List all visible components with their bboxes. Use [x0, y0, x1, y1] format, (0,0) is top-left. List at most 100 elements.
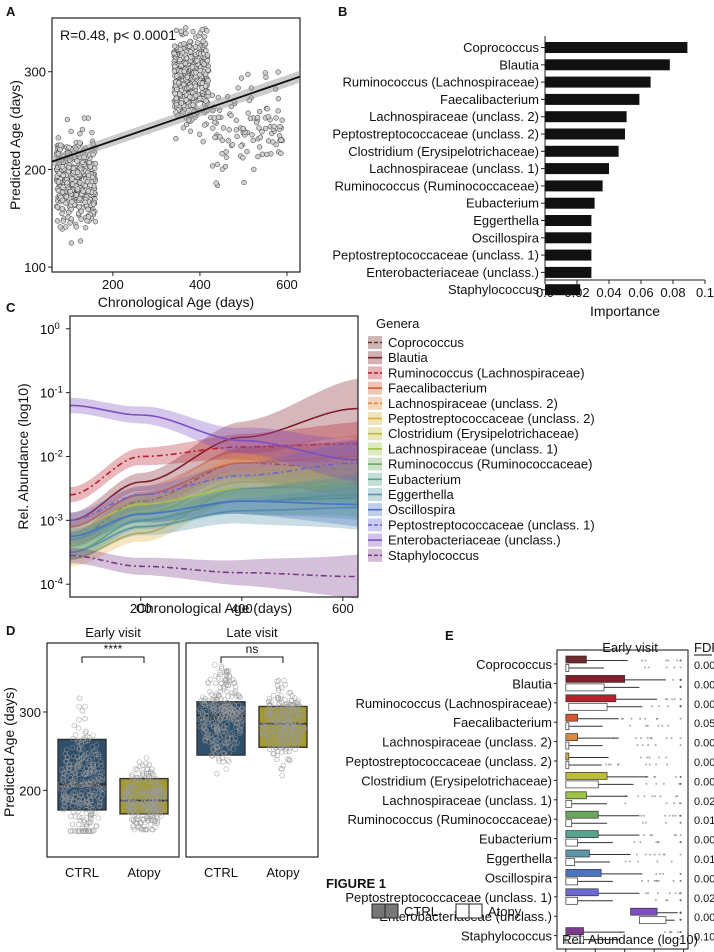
beeswarm-point [62, 765, 69, 771]
scatter-point [223, 154, 230, 160]
outlier-point [679, 911, 682, 914]
importance-bar [545, 42, 688, 53]
beeswarm-point [75, 746, 82, 752]
beeswarm-point [152, 782, 159, 788]
beeswarm-point [69, 821, 76, 827]
beeswarm-point [148, 791, 155, 798]
scatter-point [196, 131, 203, 137]
outlier-point [617, 763, 620, 766]
beeswarm-point [156, 802, 163, 808]
beeswarm-point [82, 715, 88, 722]
beeswarm-point [288, 742, 294, 749]
beeswarm-point [213, 750, 220, 756]
beeswarm-point [263, 733, 270, 740]
outlier-point [650, 705, 653, 708]
beeswarm-point [226, 702, 232, 708]
beeswarm-point [266, 702, 273, 708]
y-tick-label: 300 [24, 65, 46, 80]
genus-label: Staphylococcus [448, 282, 540, 297]
genus-label: Peptostreptococcaceae (unclass. 1) [332, 248, 539, 263]
beeswarm-point [197, 723, 203, 730]
importance-bar [545, 128, 625, 140]
panel-label-b: B [338, 4, 347, 19]
beeswarm-point [129, 771, 136, 778]
legend-atopy-label: Atopy [488, 904, 522, 919]
outlier-point [679, 834, 682, 837]
scatter-point [87, 182, 93, 188]
outlier-point [662, 853, 665, 856]
beeswarm-point [134, 820, 140, 826]
beeswarm-point [221, 715, 227, 721]
scatter-point [82, 225, 89, 231]
outlier-point [655, 841, 658, 844]
outlier-point [655, 872, 658, 875]
importance-bar [545, 111, 627, 123]
outlier-point [679, 821, 682, 824]
scatter-point [79, 159, 86, 166]
genus-label: Peptostreptococcaceae (unclass. 2) [345, 754, 552, 769]
panel-label-c: C [6, 300, 16, 315]
beeswarm-point [234, 693, 240, 700]
scatter-point [245, 110, 251, 116]
scatter-point [74, 169, 81, 175]
beeswarm-point [84, 770, 90, 777]
beeswarm-point [301, 725, 308, 731]
genus-label: Clostridium (Erysipelotrichaceae) [348, 144, 539, 159]
beeswarm-point [137, 808, 143, 815]
beeswarm-point [224, 667, 230, 674]
beeswarm-point [288, 730, 295, 737]
beeswarm-point [266, 746, 273, 752]
beeswarm-point [151, 800, 158, 806]
scatter-point [203, 48, 209, 54]
beeswarm-point [128, 799, 134, 806]
regression-line [51, 75, 301, 163]
scatter-point [64, 180, 70, 186]
outlier-point [622, 659, 624, 662]
beeswarm-point [85, 750, 92, 756]
beeswarm-point [97, 769, 103, 776]
scatter-point [233, 117, 240, 123]
ctrl-box [565, 752, 570, 761]
outlier-point [666, 899, 669, 902]
beeswarm-point [204, 719, 211, 726]
beeswarm-point [146, 808, 153, 814]
scatter-point [275, 96, 282, 102]
beeswarm-point [278, 744, 284, 751]
outlier-point [657, 705, 660, 708]
outlier-point [607, 763, 610, 766]
beeswarm-point [215, 704, 222, 710]
beeswarm-point [230, 701, 236, 707]
beeswarm-point [274, 756, 280, 763]
beeswarm-point [266, 740, 272, 746]
fdr-value: 0.005 [694, 912, 714, 924]
beeswarm-point [155, 796, 161, 802]
confidence-band [70, 456, 358, 567]
outlier-point [679, 879, 682, 882]
beeswarm-point [224, 721, 230, 728]
y-tick-label: 300 [19, 705, 41, 720]
beeswarm-point [149, 817, 155, 823]
atopy-box [565, 819, 573, 828]
scatter-point [176, 80, 182, 86]
outlier-point [679, 931, 682, 934]
scatter-point [244, 148, 250, 155]
scatter-point [181, 81, 187, 88]
outlier-point [679, 782, 682, 785]
beeswarm-point [218, 665, 225, 672]
outlier-point [679, 678, 682, 681]
beeswarm-point [70, 803, 76, 809]
beeswarm-point [227, 674, 233, 680]
beeswarm-point [221, 685, 227, 692]
beeswarm-point [130, 817, 137, 823]
beeswarm-point [86, 757, 93, 764]
beeswarm-point [138, 826, 145, 833]
beeswarm-point [139, 787, 145, 793]
outlier-point [670, 737, 673, 740]
importance-bar [545, 249, 592, 261]
beeswarm-point [83, 798, 90, 805]
outlier-point [644, 659, 647, 662]
outlier-point [643, 795, 646, 798]
beeswarm-point [274, 678, 280, 684]
beeswarm-point [295, 703, 302, 709]
beeswarm-point [90, 802, 96, 808]
